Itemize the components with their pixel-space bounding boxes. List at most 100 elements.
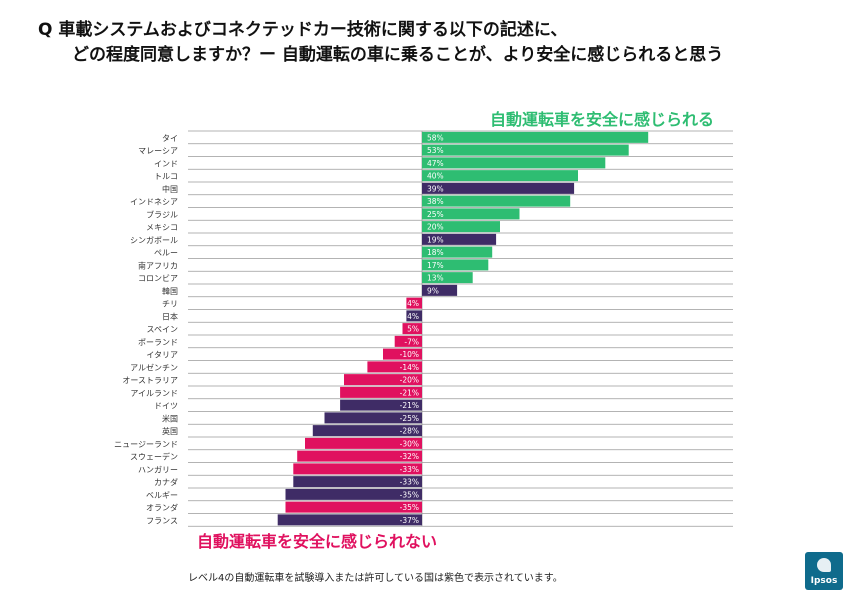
category-label: ブラジル [146,209,178,219]
category-label: フランス [146,516,178,525]
bar [422,195,571,207]
bar [406,310,422,322]
category-label: 中国 [162,184,178,194]
value-label: -14% [400,363,419,372]
value-label: 18% [427,248,444,257]
value-label: -21% [400,388,419,397]
question-line-1: Q 車載システムおよびコネクテッドカー技術に関する以下の記述に、 [38,20,568,40]
bar [422,144,629,156]
value-label: 58% [427,133,444,142]
value-label: -25% [400,414,419,423]
category-labels: タイマレーシアインドトルコ中国インドネシアブラジルメキシコシンガポールペルー南ア… [114,134,178,526]
category-label: ベルギー [146,491,178,500]
category-label: 南アフリカ [138,260,178,270]
bar [383,348,422,360]
category-label: 日本 [162,311,178,321]
category-label: タイ [162,134,178,143]
category-label: 英国 [162,426,178,436]
bar [293,476,422,488]
positive-legend-label: 自動運転車を安全に感じられる [490,110,715,129]
category-label: ポーランド [138,338,178,347]
bar [340,386,422,398]
bar [422,131,649,143]
category-label: オーストラリア [122,376,178,385]
bar [305,437,422,449]
bar [422,272,473,284]
value-label: 38% [427,197,444,206]
ipsos-logo: Ipsos [805,552,843,590]
bar [422,170,578,182]
value-label: -30% [400,439,419,448]
category-label: 米国 [162,413,178,423]
category-label: トルコ [154,172,178,181]
bar [422,157,606,169]
value-label: 19% [427,235,444,244]
value-label: 4% [407,312,419,321]
bar [277,514,422,526]
value-label: 25% [427,210,444,219]
value-labels: 58% 53% 47% 40% 39% 38% 25% 20% 19% 18% 17% 13% 9% 4%… [400,133,444,525]
value-label: -33% [400,478,419,487]
bar [402,323,422,335]
logo-mark-icon [817,558,831,572]
value-label: -37% [400,516,419,525]
footnote: レベル4の自動運転車を試験導入または許可している国は紫色で表示されています。 [188,573,563,584]
category-label: アイルランド [130,389,178,398]
value-label: -28% [400,427,419,436]
category-label: スペイン [147,325,178,334]
category-label: チリ [162,300,178,309]
bar [406,297,422,309]
value-label: 13% [427,274,444,283]
bar [422,233,497,245]
bar [324,412,422,424]
bar [422,284,458,296]
gridlines [188,130,733,527]
bar [367,361,422,373]
category-label: カナダ [154,477,178,487]
bar [312,425,422,437]
category-label: インドネシア [130,198,178,207]
bar [344,374,422,386]
category-label: アルゼンチン [130,362,178,372]
value-label: 20% [427,223,444,232]
bar [394,335,422,347]
bar [285,488,422,500]
value-label: -20% [400,376,419,385]
value-label: 5% [407,325,419,334]
category-label: コロンビア [138,274,178,283]
bar [422,259,489,271]
bar [285,501,422,513]
bar [297,450,422,462]
question-line-2: どの程度同意しますか？ー 自動運転の車に乗ることが、より安全に感じられると思う [72,45,724,65]
value-label: 39% [427,184,444,193]
value-label: 4% [407,299,419,308]
category-label: オランダ [146,503,178,513]
value-label: -32% [400,452,419,461]
category-label: イタリア [146,351,178,360]
value-label: -21% [400,401,419,410]
value-label: -35% [400,490,419,499]
value-label: 9% [427,286,439,295]
value-label: 17% [427,261,444,270]
value-label: 40% [427,172,444,181]
category-label: シンガポール [130,235,178,245]
bar [422,208,520,220]
category-label: ニュージーランド [114,440,178,449]
value-label: 53% [427,146,444,155]
value-label: -35% [400,503,419,512]
bar [422,246,493,258]
value-label: -7% [404,337,419,346]
value-label: -10% [400,350,419,359]
category-label: ハンガリー [138,464,178,474]
bars [277,131,649,526]
category-label: ドイツ [154,402,178,411]
bar [340,399,422,411]
category-label: マレーシア [138,147,178,156]
category-label: 韓国 [162,286,178,296]
question-title: Q 車載システムおよびコネクテッドカー技術に関する以下の記述に、 どの程度同意し… [38,18,858,68]
negative-legend-label: 自動運転車を安全に感じられない [197,532,438,551]
category-label: メキシコ [146,223,178,232]
category-label: インド [154,159,178,168]
bar [422,182,575,194]
